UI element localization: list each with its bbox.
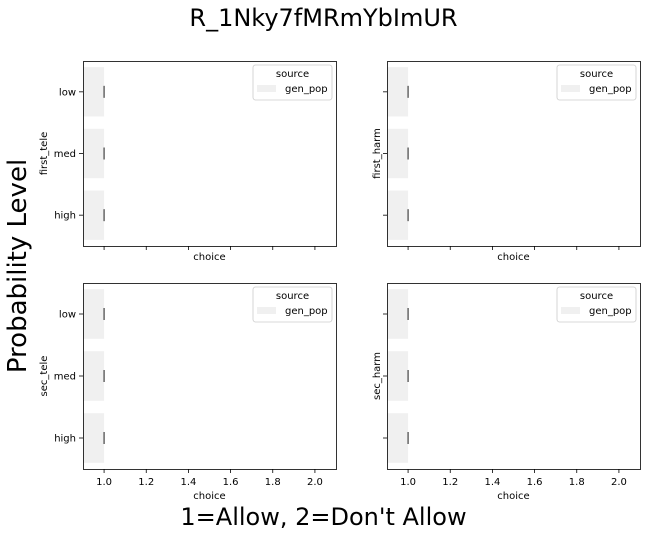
x-tick-label: 1.0 (96, 477, 112, 488)
bar-low (83, 67, 105, 117)
axes-frame (83, 283, 337, 470)
y-tick-label: med (54, 372, 76, 383)
x-tick-label: 1.2 (138, 477, 154, 488)
subplot-sec-harm: 1.0 1.2 1.4 1.6 1.8 2.0 choice sec_harm source ge… (372, 283, 641, 502)
bar-high (387, 413, 409, 463)
bar-med (83, 351, 105, 401)
legend-swatch (561, 85, 580, 92)
legend-swatch (561, 307, 580, 314)
bar-med (83, 128, 105, 179)
axes-frame (387, 283, 641, 470)
y-tick-label: med (54, 149, 76, 160)
x-tick-label: 1.8 (569, 477, 585, 488)
subplot-first-tele: low med high choice first_tele source gen_pop (39, 61, 337, 263)
y-axis-label: sec_harm (372, 352, 383, 400)
legend-swatch (257, 85, 276, 92)
legend-swatch (257, 307, 276, 314)
x-axis-label: choice (497, 252, 529, 263)
legend-entry: gen_pop (285, 306, 328, 317)
x-tick-label: 1.8 (265, 477, 281, 488)
x-axis-label: choice (193, 491, 225, 502)
x-tick-label: 1.6 (223, 477, 239, 488)
legend-entry: gen_pop (589, 84, 632, 95)
bar-high (83, 413, 105, 463)
axes-frame (387, 61, 641, 247)
subplot-first-harm: choice first_harm source gen_pop (372, 61, 641, 263)
x-tick-label: 1.4 (484, 477, 500, 488)
figure-title: R_1Nky7fMRmYbImUR (189, 4, 458, 32)
x-axis-label: choice (193, 252, 225, 263)
legend: source gen_pop (556, 64, 637, 101)
legend: source gen_pop (556, 286, 637, 323)
bar-low (83, 289, 105, 339)
y-axis-label: sec_tele (39, 356, 50, 397)
bar-low (387, 67, 409, 117)
y-tick-label: high (54, 211, 76, 222)
legend-entry: gen_pop (589, 306, 632, 317)
y-tick-label: low (59, 310, 76, 321)
legend-title: source (580, 291, 613, 302)
bar-low (387, 289, 409, 339)
legend-title: source (276, 291, 309, 302)
x-tick-label: 1.2 (442, 477, 458, 488)
bar-high (83, 190, 105, 240)
y-tick-label: high (54, 434, 76, 445)
legend-title: source (580, 69, 613, 80)
figure-x-label: 1=Allow, 2=Don't Allow (180, 503, 467, 531)
bar-high (387, 190, 409, 240)
legend: source gen_pop (252, 64, 333, 101)
x-tick-label: 1.4 (180, 477, 196, 488)
y-tick-label: low (59, 87, 76, 98)
x-tick-label: 2.0 (307, 477, 323, 488)
x-tick-label: 1.0 (400, 477, 416, 488)
legend-entry: gen_pop (285, 84, 328, 95)
bar-med (387, 351, 409, 401)
y-axis-label: first_tele (39, 132, 50, 176)
legend: source gen_pop (252, 286, 333, 323)
axes-frame (83, 61, 337, 247)
x-axis-label: choice (497, 491, 529, 502)
subplot-sec-tele: low med high 1.0 1.2 1.4 1.6 1.8 2.0 choice sec_te… (39, 283, 337, 502)
x-tick-label: 2.0 (611, 477, 627, 488)
y-axis-label: first_harm (372, 128, 383, 179)
bar-med (387, 128, 409, 179)
x-tick-label: 1.6 (527, 477, 543, 488)
legend-title: source (276, 69, 309, 80)
